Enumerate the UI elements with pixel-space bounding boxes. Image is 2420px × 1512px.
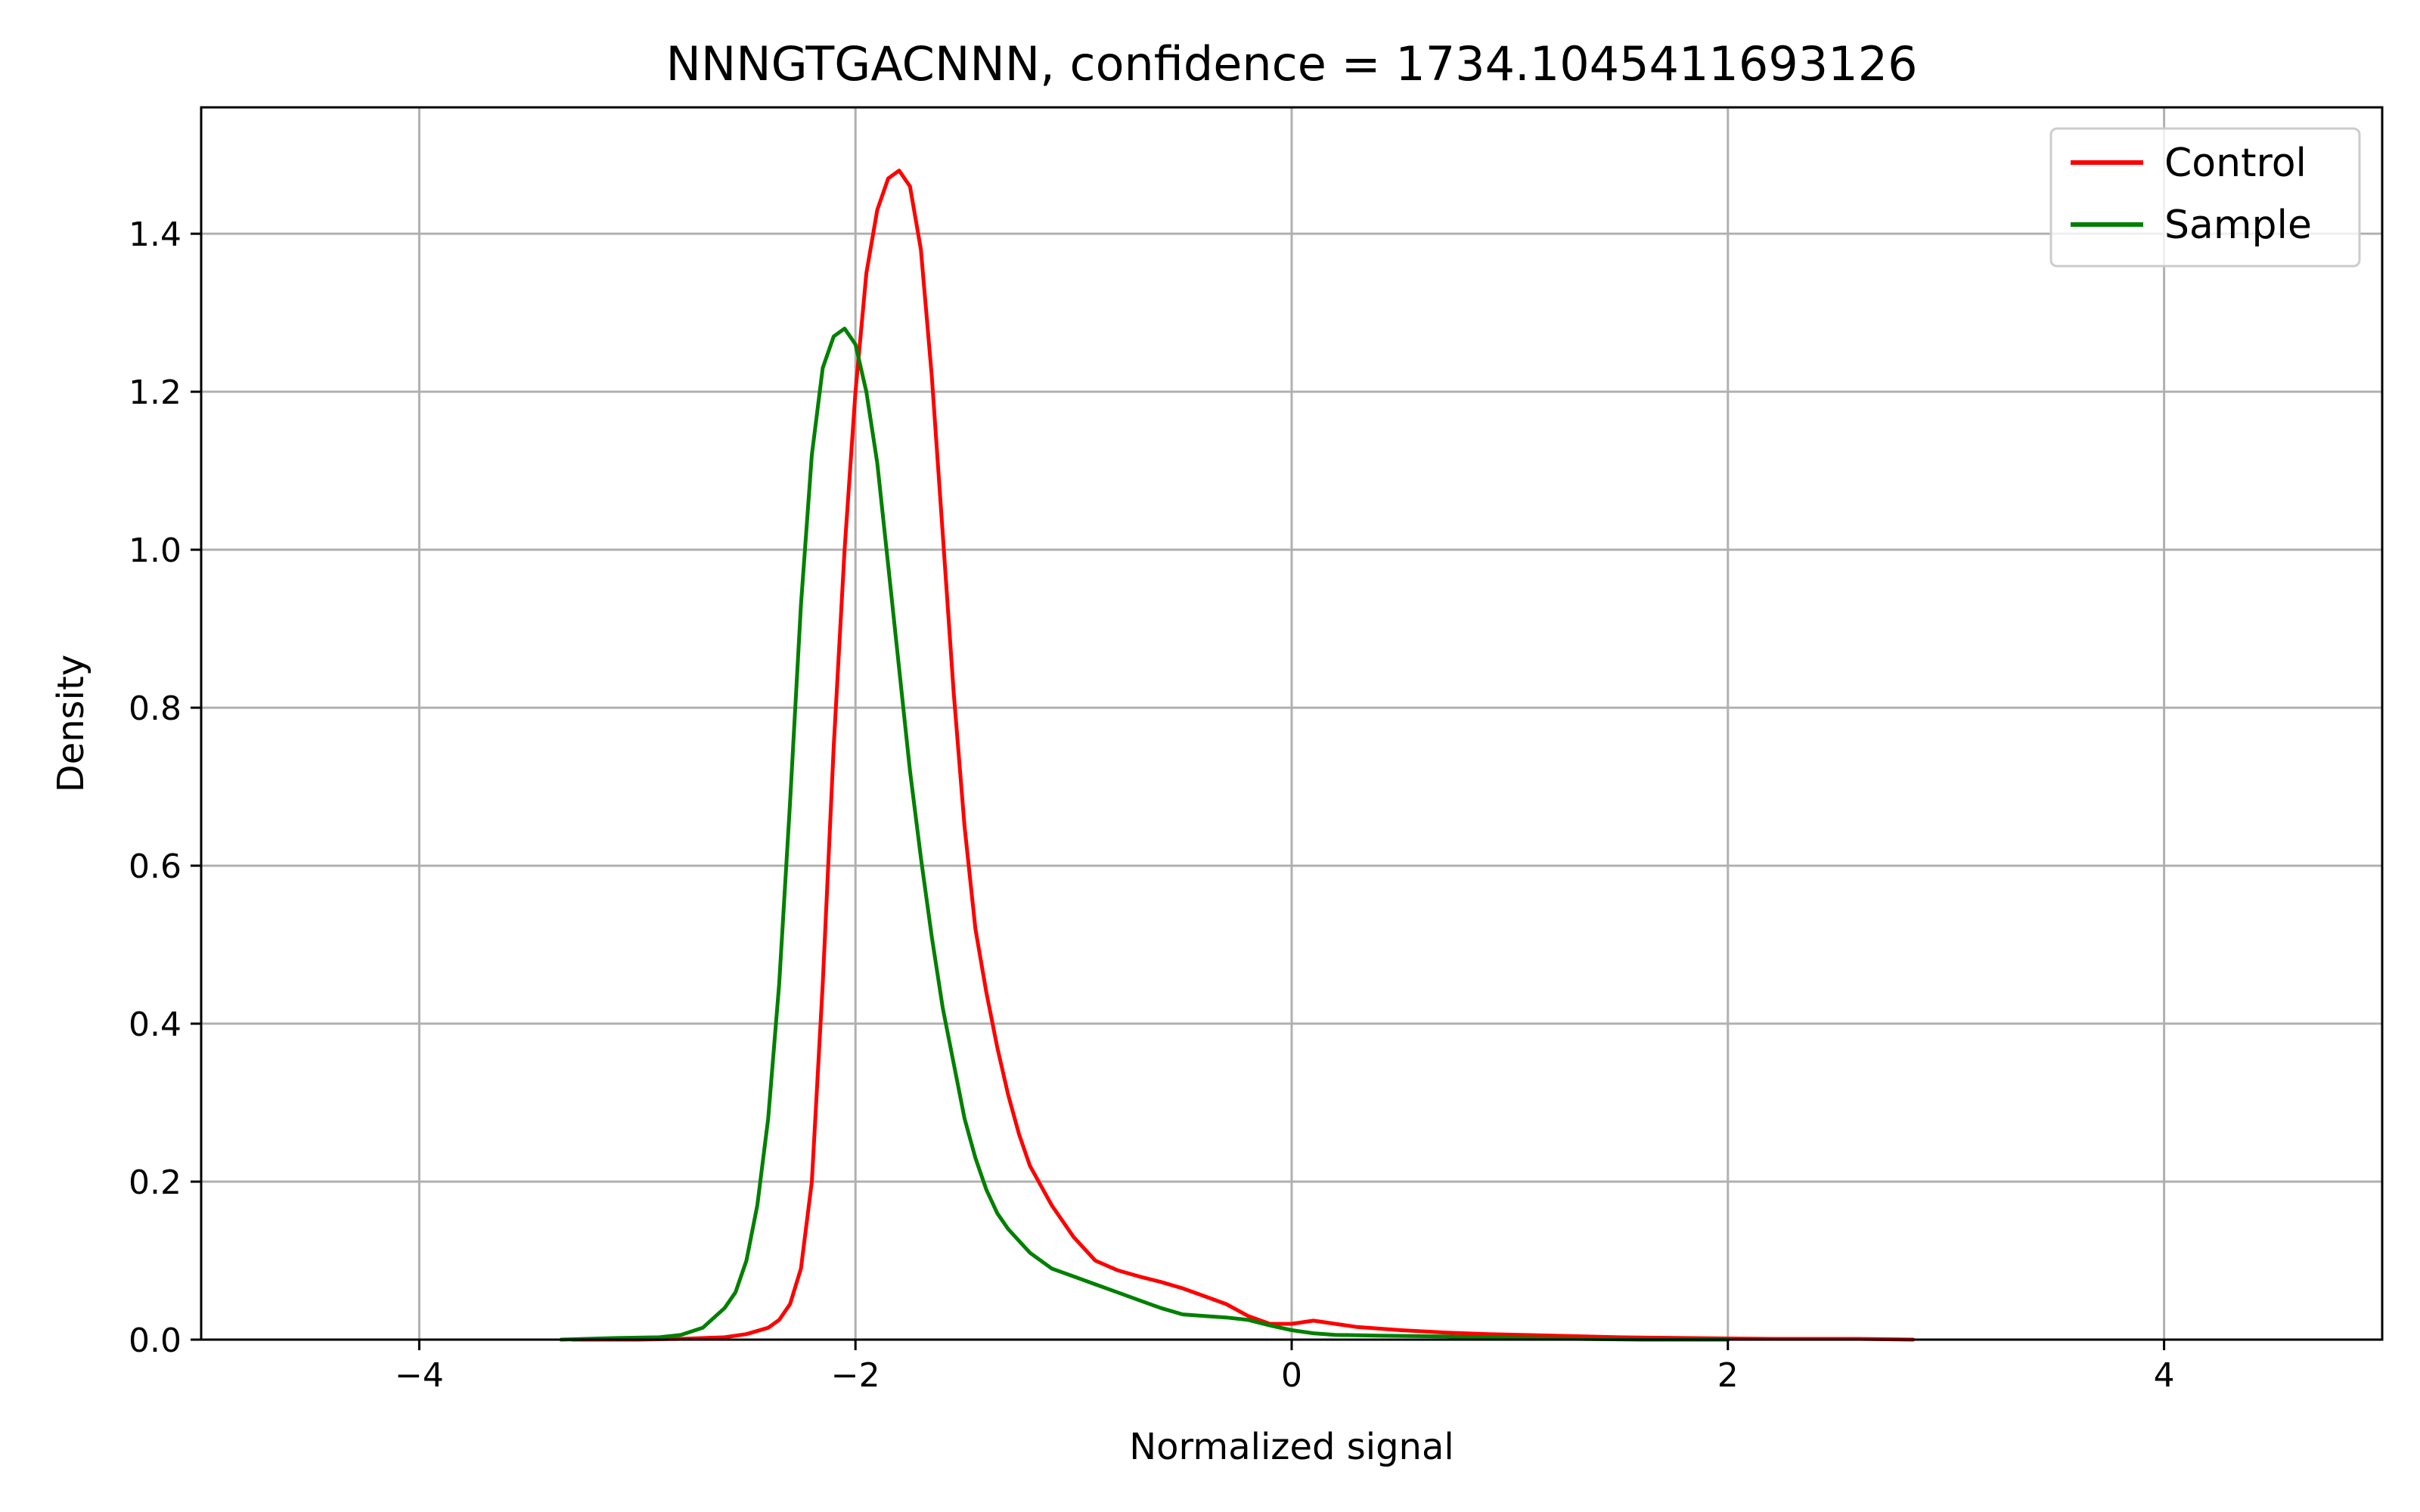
y-tick-label: 1.2 (129, 373, 182, 412)
x-tick-label: −4 (395, 1356, 444, 1395)
y-tick-label: 0.0 (129, 1321, 182, 1360)
series-line-control (569, 169, 1916, 1342)
y-tick-label: 0.8 (129, 689, 182, 728)
ticks-layer: −4 −2 0 2 4 0.0 0.2 0.4 0.6 0.8 1.0 1.2 1.4 (129, 215, 2175, 1395)
legend-label-control: Control (2164, 141, 2307, 186)
x-axis-label: Normalized signal (1129, 1426, 1454, 1468)
legend-label-sample: Sample (2164, 203, 2312, 248)
series-layer (559, 169, 1916, 1342)
x-tick-label: 0 (1281, 1356, 1302, 1395)
y-tick-label: 1.0 (129, 531, 182, 570)
series-line-sample (559, 327, 1730, 1342)
y-tick-label: 0.4 (129, 1005, 182, 1044)
x-tick-label: 4 (2154, 1356, 2175, 1395)
grid-layer (201, 107, 2382, 1341)
legend: Control Sample (2049, 127, 2361, 268)
chart-title: NNNGTGACNNN, confidence = 1734.104541169… (666, 36, 1917, 91)
y-tick-label: 1.4 (129, 215, 182, 254)
x-tick-label: 2 (1717, 1356, 1739, 1395)
x-tick-label: −2 (831, 1356, 880, 1395)
y-tick-label: 0.6 (129, 847, 182, 886)
y-tick-label: 0.2 (129, 1163, 182, 1202)
y-axis-label: Density (50, 655, 92, 792)
